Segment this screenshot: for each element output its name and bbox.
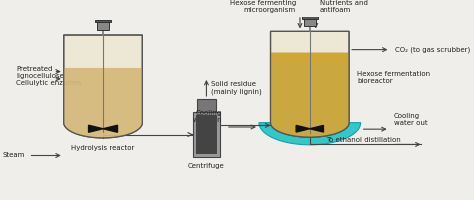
- Text: Solid residue
(mainly lignin): Solid residue (mainly lignin): [210, 81, 261, 95]
- Text: Hexose fermenting
microorganism: Hexose fermenting microorganism: [229, 0, 296, 13]
- Polygon shape: [296, 125, 310, 132]
- Text: To ethanol distillation: To ethanol distillation: [327, 137, 401, 143]
- Bar: [97, 22, 109, 30]
- Text: Centrifuge: Centrifuge: [188, 163, 225, 169]
- Text: Steam: Steam: [2, 152, 25, 158]
- Bar: [196, 115, 217, 154]
- Text: Hexose fermentation
bioreactor: Hexose fermentation bioreactor: [357, 71, 430, 84]
- Bar: [95, 20, 111, 22]
- Polygon shape: [271, 53, 349, 137]
- Text: Cooling
water in: Cooling water in: [193, 110, 222, 123]
- Bar: [301, 16, 318, 19]
- Polygon shape: [271, 31, 349, 137]
- Text: Hydrolysis reactor: Hydrolysis reactor: [72, 145, 135, 151]
- Bar: [304, 19, 316, 26]
- Polygon shape: [64, 35, 142, 138]
- Polygon shape: [259, 123, 361, 145]
- Polygon shape: [310, 125, 323, 132]
- Text: Nutrients and
antifoam: Nutrients and antifoam: [320, 0, 368, 13]
- Bar: [193, 112, 220, 157]
- Text: Pretreated
lignocellulose
Cellulytic enzymes: Pretreated lignocellulose Cellulytic enz…: [16, 66, 82, 86]
- Text: Cooling
water out: Cooling water out: [394, 113, 428, 126]
- Polygon shape: [103, 125, 118, 132]
- Polygon shape: [273, 53, 346, 61]
- Bar: [197, 99, 216, 112]
- Polygon shape: [89, 125, 103, 132]
- Polygon shape: [64, 68, 142, 138]
- Text: CO₂ (to gas scrubber): CO₂ (to gas scrubber): [394, 46, 470, 53]
